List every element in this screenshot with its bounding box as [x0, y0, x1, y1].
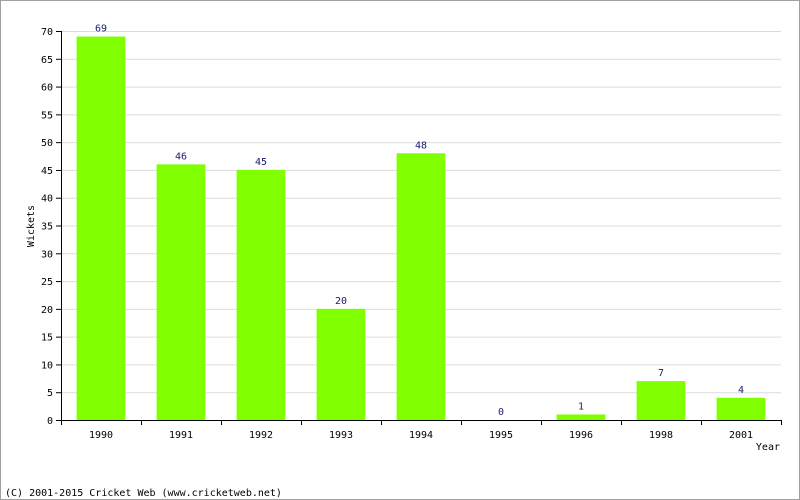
y-tick-label: 45: [41, 166, 53, 177]
x-axis-title: Year: [756, 442, 780, 453]
bar-value-label: 1: [578, 401, 584, 412]
bar-value-label: 4: [738, 385, 744, 396]
y-tick-label: 0: [47, 416, 53, 427]
y-tick-label: 35: [41, 222, 53, 233]
y-tick-label: 25: [41, 277, 53, 288]
bar: [156, 164, 206, 420]
bar-value-label: 20: [335, 296, 347, 307]
x-tick-label: 1994: [409, 430, 433, 441]
x-tick-label: 1993: [329, 430, 353, 441]
y-axis-title: Wickets: [26, 205, 37, 247]
x-tick-label: 1991: [169, 430, 193, 441]
bar: [396, 153, 446, 420]
x-tick-label: 1996: [569, 430, 593, 441]
y-tick-label: 5: [47, 388, 53, 399]
data-labels: 69 46 45 20 48 0 1 7 4: [95, 24, 744, 418]
x-tick-label: 2001: [729, 430, 753, 441]
bar: [716, 397, 766, 420]
y-tick-label: 70: [41, 27, 53, 38]
bar-value-label: 45: [255, 157, 267, 168]
x-tick-label: 1992: [249, 430, 273, 441]
y-tick-label: 10: [41, 360, 53, 371]
bar-value-label: 46: [175, 151, 187, 162]
y-tick-label: 50: [41, 138, 53, 149]
x-tick-label: 1995: [489, 430, 513, 441]
bar-value-label: 48: [415, 140, 427, 151]
x-axis-ticks: 1990 1991 1992 1993 1994 1995 1996 1998 2001: [61, 420, 782, 441]
y-tick-label: 15: [41, 333, 53, 344]
copyright-footer: (C) 2001-2015 Cricket Web (www.cricketwe…: [5, 488, 282, 499]
y-tick-label: 20: [41, 305, 53, 316]
y-tick-label: 60: [41, 83, 53, 94]
x-tick-label: 1990: [89, 430, 113, 441]
y-tick-label: 65: [41, 55, 53, 66]
x-tick-label: 1998: [649, 430, 673, 441]
bars: [76, 36, 766, 421]
bar-value-label: 7: [658, 368, 664, 379]
y-tick-label: 55: [41, 110, 53, 121]
bar: [76, 36, 126, 421]
y-axis-ticks: 0 5 10 15 20 25 30 35 40 45 50 55 60 65 70: [41, 27, 61, 427]
bar: [636, 381, 686, 420]
bar: [236, 169, 286, 420]
bar-value-label: 0: [498, 407, 504, 418]
bar: [316, 308, 366, 420]
bar-value-label: 69: [95, 24, 107, 35]
bar: [556, 414, 606, 420]
y-tick-label: 30: [41, 249, 53, 260]
y-tick-label: 40: [41, 194, 53, 205]
